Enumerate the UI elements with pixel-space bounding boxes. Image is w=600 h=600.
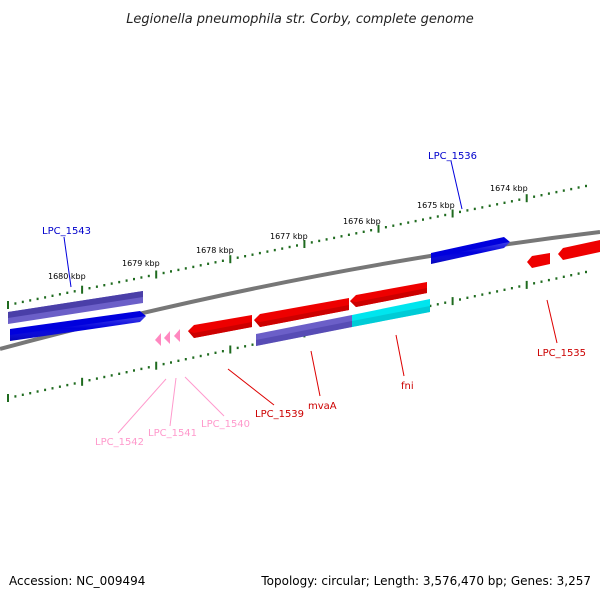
leader-lpc1540 [184,376,225,417]
label-lpc1542[interactable]: LPC_1542 [95,437,144,448]
accession-text: Accession: NC_009494 [9,574,146,588]
scale-label-1675: 1675 kbp [417,201,455,210]
leader-lpc1539 [227,368,275,406]
gene-lpc1539[interactable] [188,315,252,338]
label-lpc1536[interactable]: LPC_1536 [428,151,477,162]
leader-mvaA [310,350,321,397]
scale-label-1676: 1676 kbp [343,217,381,226]
gene-lpc1542[interactable] [155,333,161,346]
label-fni[interactable]: fni [401,381,414,392]
label-lpc1541[interactable]: LPC_1541 [148,428,197,439]
map-title: Legionella pneumophila str. Corby, compl… [126,12,474,27]
label-lpc1539[interactable]: LPC_1539 [255,409,304,420]
scale-label-1674: 1674 kbp [490,184,528,193]
scale-label-1680: 1680 kbp [48,272,86,281]
gene-fni-cds[interactable] [352,299,430,327]
gene-lpc1536[interactable] [431,237,510,264]
gene-forward-blue-1[interactable] [10,311,146,341]
scale-label-1679: 1679 kbp [122,259,160,268]
leader-lpc1536 [450,160,463,210]
leader-lpc1542 [117,378,167,434]
gene-lpc1543[interactable] [8,291,143,324]
genome-summary-text: Topology: circular; Length: 3,576,470 bp… [261,574,591,588]
label-mvaA[interactable]: mvaA [308,401,337,412]
gene-lpc1541[interactable] [164,331,170,344]
label-lpc1540[interactable]: LPC_1540 [201,419,250,430]
gene-lpc1540[interactable] [174,329,180,342]
scale-label-1677: 1677 kbp [270,232,308,241]
leader-lpc1541 [169,377,177,427]
label-lpc1543[interactable]: LPC_1543 [42,226,91,237]
leader-lpc1535 [546,299,558,344]
upper-scale-track [7,184,587,309]
leader-lpc1543 [63,236,72,288]
label-lpc1535[interactable]: LPC_1535 [537,348,586,359]
scale-label-1678: 1678 kbp [196,246,234,255]
gene-lpc1535[interactable] [527,240,600,268]
gene-mvaA[interactable] [254,298,349,327]
gene-mvaA-cds[interactable] [256,315,352,346]
leader-fni [395,334,405,377]
gene-fni[interactable] [350,282,427,307]
